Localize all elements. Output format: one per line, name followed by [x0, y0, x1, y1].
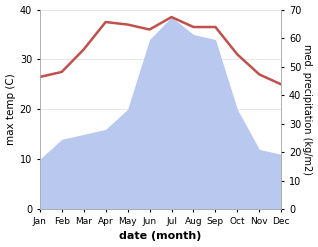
X-axis label: date (month): date (month) — [119, 231, 202, 242]
Y-axis label: max temp (C): max temp (C) — [5, 74, 16, 145]
Y-axis label: med. precipitation (kg/m2): med. precipitation (kg/m2) — [302, 44, 313, 175]
